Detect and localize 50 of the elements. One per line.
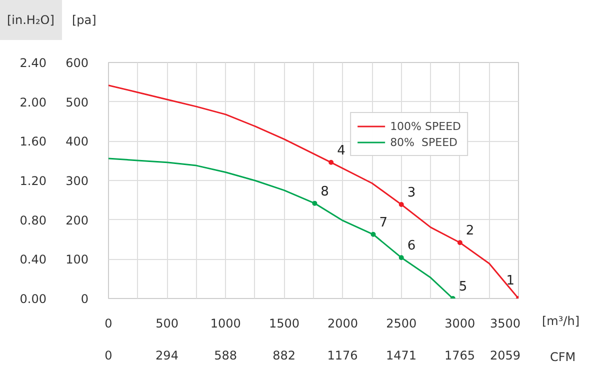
x-axis-title: [m³/h] <box>542 313 580 330</box>
annotation: 2 <box>466 224 474 239</box>
y-tick-label: 100 <box>66 252 88 267</box>
y-tick-label: 500 <box>66 95 88 110</box>
y2-tick-label: 1.20 <box>20 174 46 188</box>
x2-tick-label: 0 <box>104 348 112 362</box>
legend-label: 80% SPEED <box>390 135 458 149</box>
y-tick-label: 400 <box>66 134 88 149</box>
x-tick-label: 2500 <box>386 316 417 330</box>
x-tick-label: 500 <box>156 316 179 330</box>
y2-tick-label: 0.00 <box>20 292 46 306</box>
x2-axis-title: CFM <box>550 349 576 366</box>
y2-tick-label: 2.00 <box>20 95 46 110</box>
annotation: 7 <box>379 215 388 230</box>
annotation: 3 <box>407 185 416 200</box>
y-tick-label: 0 <box>80 292 89 306</box>
annotation: 6 <box>407 238 416 254</box>
legend-label: 100% SPEED <box>390 119 461 133</box>
y2-tick-label: 0.80 <box>20 213 46 228</box>
y2-tick-label: 2.40 <box>20 56 46 70</box>
point <box>370 232 376 237</box>
y-axis-title: [pa] <box>72 12 96 29</box>
x-tick-label: 2000 <box>328 316 358 330</box>
y2-axis-title: [in.H₂O] <box>7 12 54 29</box>
x-tick-label: 0 <box>104 316 112 330</box>
point <box>457 240 462 246</box>
point <box>398 255 404 260</box>
point <box>328 160 334 165</box>
x-tick-label: 3500 <box>490 316 521 330</box>
x-tick-label: 1000 <box>210 316 241 330</box>
x2-tick-label: 294 <box>156 348 178 362</box>
x2-tick-label: 588 <box>214 348 237 362</box>
annotation: 4 <box>337 143 346 158</box>
annotation: 1 <box>506 274 515 288</box>
x-tick-label: 3000 <box>444 316 476 330</box>
annotation: 5 <box>458 280 468 294</box>
x2-tick-label: 2059 <box>490 348 521 362</box>
x2-tick-label: 1765 <box>444 348 476 362</box>
x2-tick-label: 1176 <box>327 348 358 362</box>
x2-tick-label: 882 <box>272 348 296 362</box>
annotation: 8 <box>320 184 329 200</box>
y-tick-label: 600 <box>66 56 88 70</box>
y2-tick-label: 0.40 <box>20 252 46 267</box>
x-tick-label: 1500 <box>268 316 300 330</box>
y-tick-label: 200 <box>66 213 88 228</box>
point <box>312 200 318 206</box>
point <box>398 202 404 207</box>
x2-tick-label: 1471 <box>386 348 417 362</box>
y2-tick-label: 1.60 <box>20 134 46 149</box>
y-tick-label: 300 <box>66 174 88 188</box>
